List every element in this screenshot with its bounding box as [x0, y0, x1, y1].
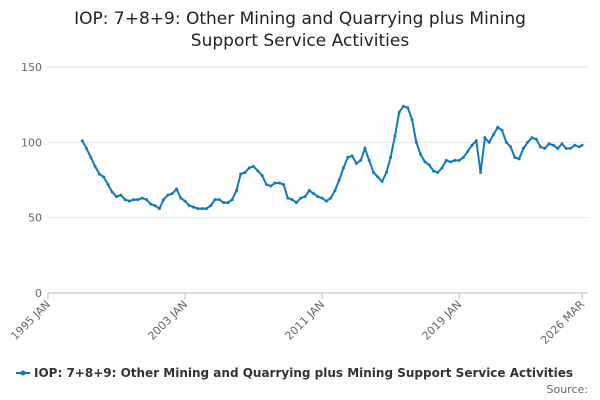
x-tick-label: 1995 JAN: [8, 298, 53, 343]
y-tick-label: 0: [35, 287, 42, 300]
legend-label: IOP: 7+8+9: Other Mining and Quarrying p…: [34, 366, 573, 380]
chart-title: IOP: 7+8+9: Other Mining and Quarrying p…: [74, 9, 526, 51]
legend-marker: [20, 370, 26, 376]
x-tick-label: 2011 JAN: [282, 298, 327, 343]
source: Source:: [547, 383, 589, 396]
y-tick-label: 150: [21, 61, 42, 74]
x-tick-label: 2019 JAN: [420, 298, 465, 343]
y-tick-label: 50: [28, 212, 42, 225]
data-line: [80, 104, 584, 211]
y-tick-label: 100: [21, 136, 42, 149]
x-tick-label: 2026 MAR: [538, 298, 587, 347]
x-tick-label: 2003 JAN: [145, 298, 190, 343]
